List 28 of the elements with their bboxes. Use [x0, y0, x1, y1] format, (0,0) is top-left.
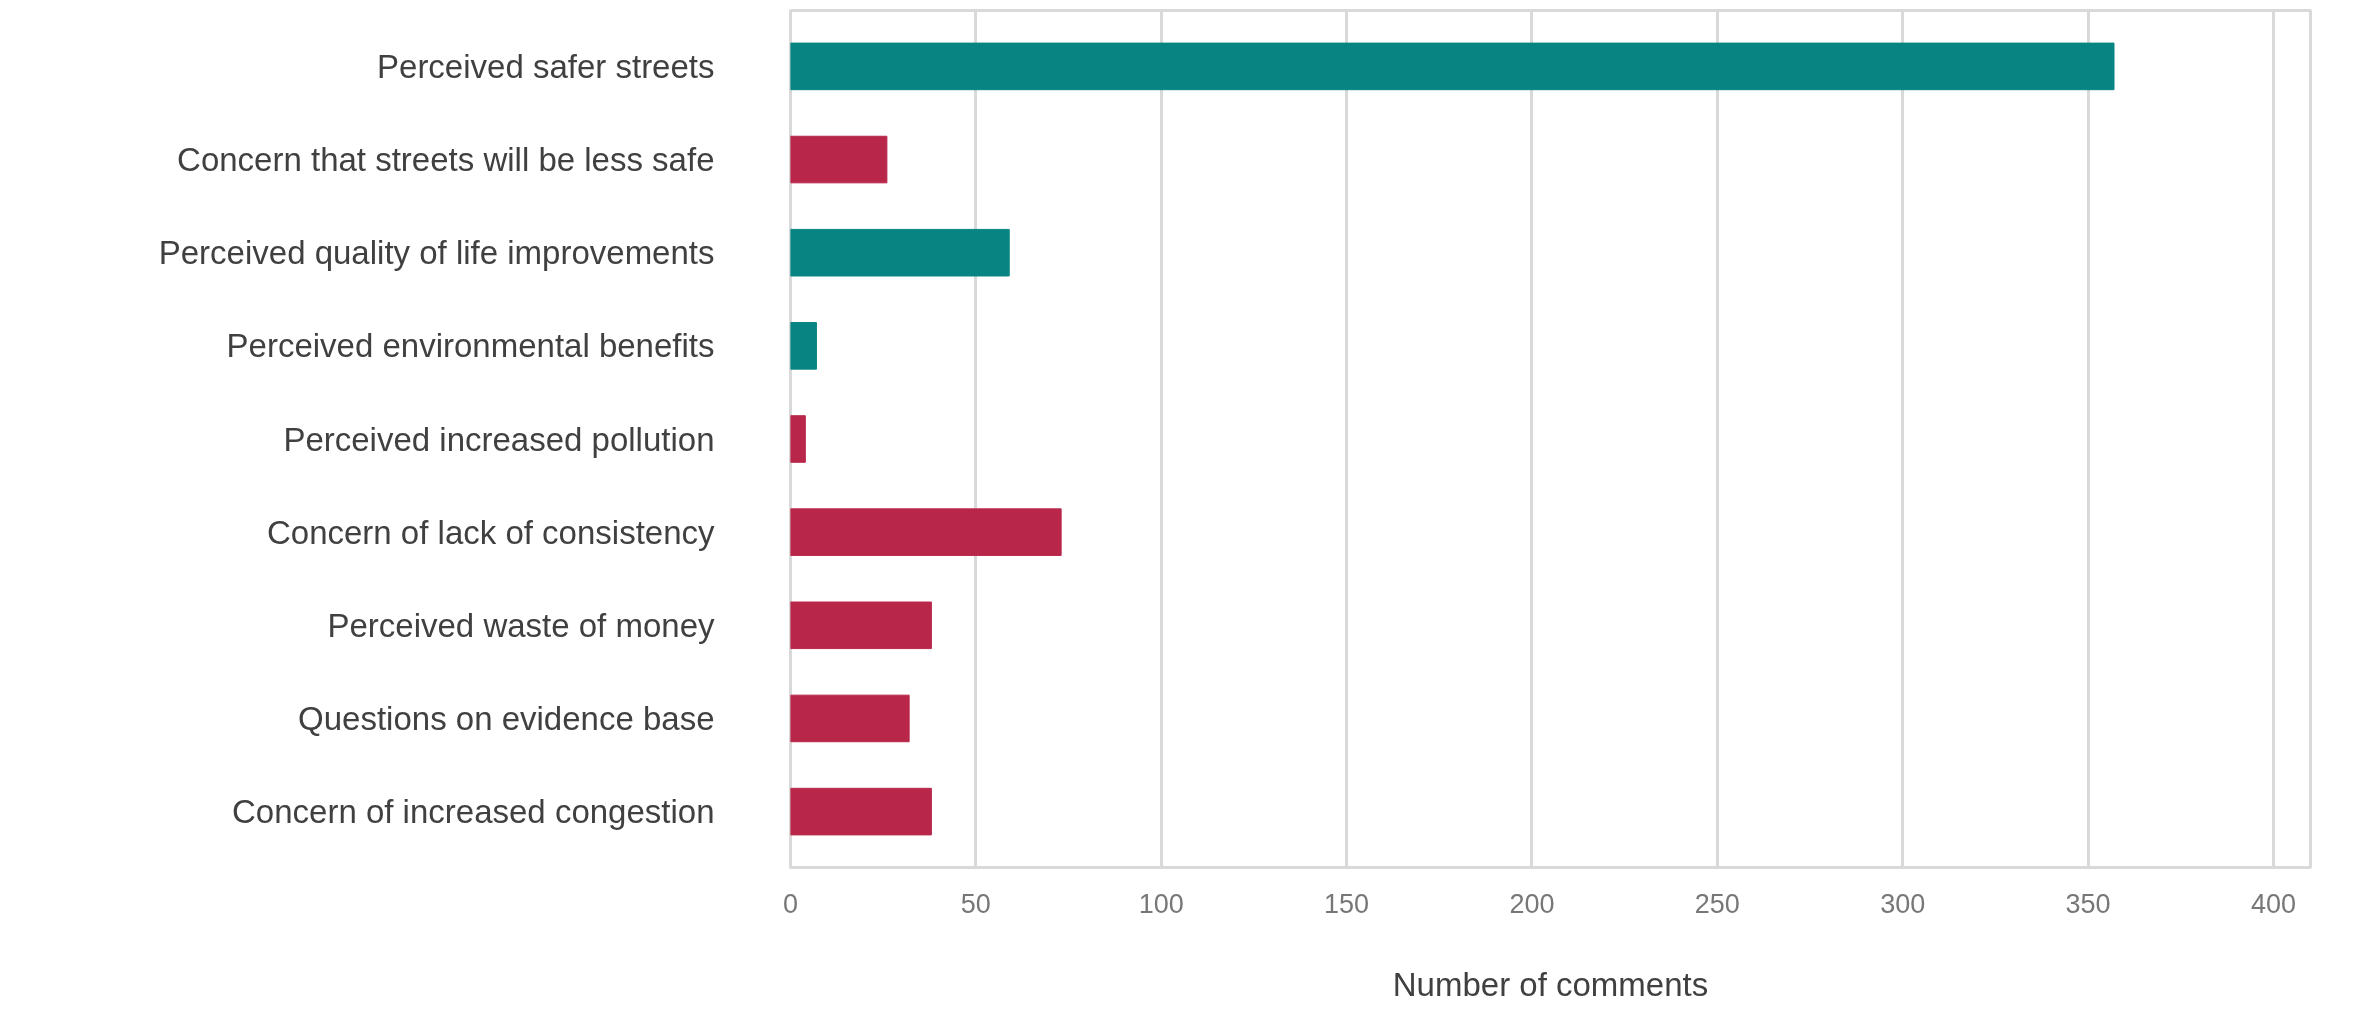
y-tick-label: Perceived quality of life improvements: [158, 234, 715, 272]
y-tick-label: Concern that streets will be less safe: [177, 141, 715, 179]
bar: [790, 508, 1062, 556]
y-tick-label: Perceived waste of money: [327, 606, 715, 644]
x-tick-label: 50: [960, 888, 991, 919]
y-tick-label: Concern of lack of consistency: [266, 513, 715, 551]
x-tick-label: 250: [1694, 888, 1740, 919]
x-tick-label: 100: [1138, 888, 1184, 919]
x-tick-label: 300: [1880, 888, 1926, 919]
bar: [790, 601, 932, 650]
bar: [790, 322, 817, 370]
y-tick-label: Concern of increased congestion: [232, 793, 715, 831]
y-tick-label: Perceived safer streets: [377, 47, 715, 85]
bar: [790, 42, 2115, 91]
x-tick-label: 150: [1324, 888, 1370, 919]
y-tick-label: Perceived environmental benefits: [226, 327, 715, 365]
x-tick-label: 350: [2065, 888, 2111, 919]
y-tick-label: Questions on evidence base: [298, 699, 715, 737]
y-tick-label: Perceived increased pollution: [283, 420, 715, 458]
bar: [790, 694, 910, 743]
x-tick-label: 400: [2250, 888, 2296, 919]
bar: [790, 228, 1010, 277]
x-tick-label: 0: [782, 888, 799, 919]
bar: [790, 415, 806, 463]
bar: [790, 135, 888, 184]
x-tick-label: 200: [1509, 888, 1555, 919]
bar: [790, 787, 932, 836]
x-axis-title: Number of comments: [1392, 965, 1709, 1003]
